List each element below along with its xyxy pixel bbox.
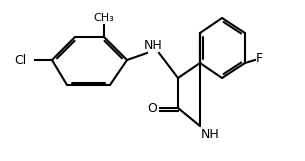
Text: NH: NH xyxy=(144,38,162,52)
Text: F: F xyxy=(256,52,263,65)
Text: NH: NH xyxy=(201,128,219,141)
Text: Cl: Cl xyxy=(14,53,26,66)
Text: CH₃: CH₃ xyxy=(94,13,114,23)
Text: O: O xyxy=(147,101,157,114)
